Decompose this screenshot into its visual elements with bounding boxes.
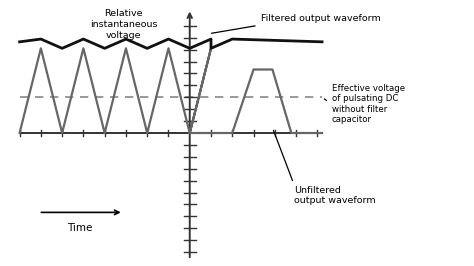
Text: Relative
instantaneous
voltage: Relative instantaneous voltage [90, 9, 157, 40]
Text: Effective voltage
of pulsating DC
without filter
capacitor: Effective voltage of pulsating DC withou… [324, 84, 405, 124]
Text: Unfiltered
output waveform: Unfiltered output waveform [273, 130, 375, 205]
Text: Time: Time [67, 223, 92, 233]
Text: Filtered output waveform: Filtered output waveform [211, 14, 380, 33]
